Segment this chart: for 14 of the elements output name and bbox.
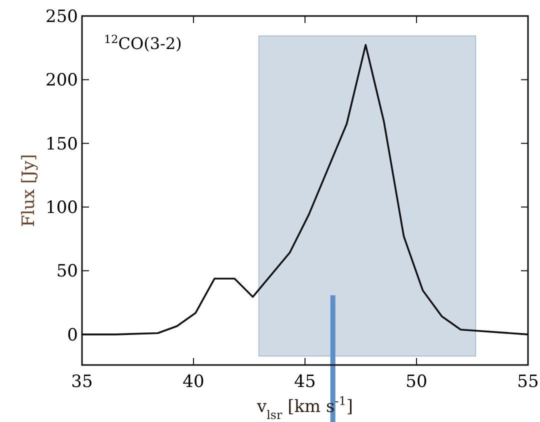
y-tick-label: 150 — [46, 134, 78, 154]
annotation: $^{12}$CO(3-2) — [104, 32, 182, 53]
y-tick-label: 200 — [46, 70, 78, 91]
y-axis-title: Flux [Jy] — [19, 154, 39, 227]
y-tick-label: 250 — [46, 7, 78, 27]
x-tick-label: 35 — [71, 372, 93, 392]
x-tick-label: 40 — [182, 372, 204, 392]
x-tick-label: 45 — [294, 372, 316, 392]
x-tick-label: 50 — [406, 372, 428, 392]
y-tick-label: 0 — [67, 325, 78, 346]
y-tick-label: 50 — [56, 262, 78, 282]
x-axis-title: v$_{lsr}$ [km s$^{-1}$] — [256, 394, 354, 422]
x-tick-label: 55 — [517, 372, 539, 392]
y-tick-label: 100 — [46, 198, 78, 218]
